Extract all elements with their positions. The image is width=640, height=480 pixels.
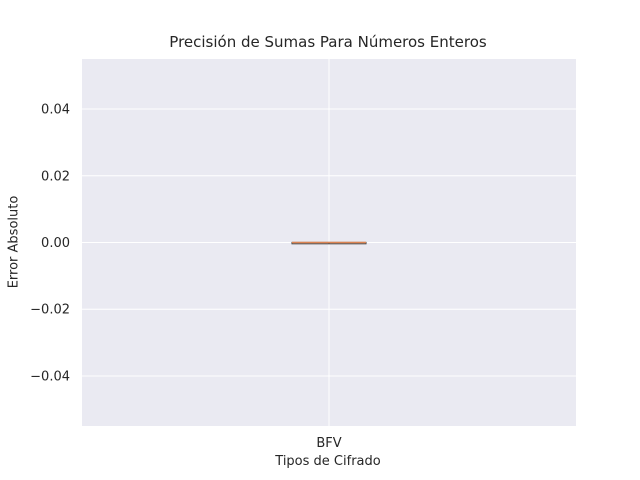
x-tick-label: BFV [316, 436, 341, 451]
y-tick-label: −0.04 [30, 369, 70, 384]
chart-title: Precisión de Sumas Para Números Enteros [169, 33, 487, 51]
y-tick-label: 0.04 [41, 103, 70, 118]
y-tick-label: 0.00 [41, 236, 70, 251]
x-axis-label: Tipos de Cifrado [275, 454, 381, 469]
y-tick-label: −0.02 [30, 303, 70, 318]
y-tick-label: 0.02 [41, 169, 70, 184]
y-axis-label: Error Absoluto [6, 195, 22, 289]
